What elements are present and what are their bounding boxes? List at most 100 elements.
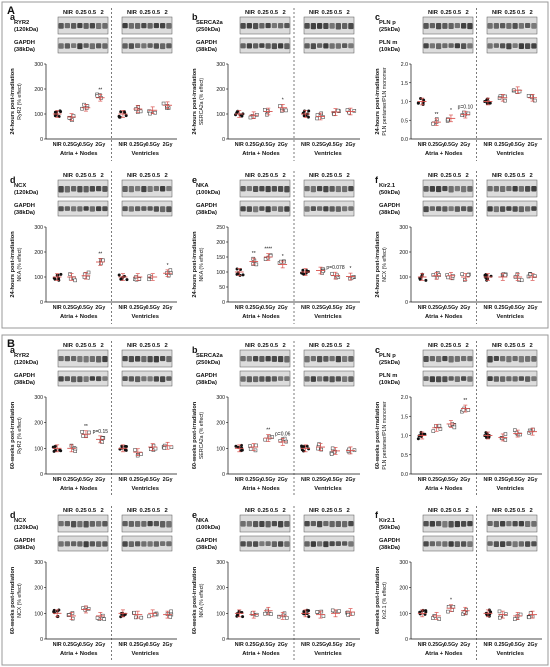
y-label-unit: PLN pentamer/PLN monomer [382,401,388,470]
blot-band [160,355,166,362]
data-point [321,115,325,119]
blot-band [278,520,284,528]
blot-band [253,541,259,547]
blot-band [487,206,493,212]
y-label-timepoint: 60-weeks post-irradiation [375,566,381,634]
x-tick-label: 0.25Gy [129,142,146,148]
x-tick-label: 2Gy [163,142,173,148]
x-tick-label: NIR [418,477,427,483]
y-label-unit: NKA (% effect) [199,247,205,281]
lane-header: 0.5 [517,10,526,16]
blot-band [467,206,473,212]
lane-header: 0.25 [76,173,88,179]
blot-band [135,520,141,527]
blot-band [454,43,460,49]
protein-label: RYR2 [14,20,29,26]
ref-label: GAPDH [14,40,35,46]
blot-band [323,541,329,548]
lane-header: 0.5 [152,10,161,16]
blot-band [467,22,473,30]
blot-band [448,376,454,381]
y-tick-label: 0 [40,300,43,306]
data-point-nir [124,448,128,452]
blot-band [436,22,442,30]
blot-band [89,355,95,363]
blot-band [487,43,493,49]
lane-header: NIR [245,508,256,514]
blot-band [141,206,147,211]
blot-strip [121,349,173,368]
data-point [452,425,457,430]
y-tick-label: 0.0 [401,472,408,478]
blot-band [153,376,159,382]
blot-strip [57,514,109,533]
data-point [81,434,85,438]
blot-strip [422,179,474,198]
data-point [463,278,467,282]
protein-label: SERCA2a [196,20,224,26]
x-tick-label: 0.5Gy [511,642,525,648]
x-tick-label: NIR [118,142,127,148]
blot-band [141,355,147,363]
lane-header: NIR [309,343,320,349]
data-point [446,275,450,280]
data-point [86,275,90,280]
data-point-nir [124,114,128,118]
ref-label: GAPDH [379,538,400,544]
blot-band [147,355,153,363]
blot-band [329,43,335,49]
data-point-nir [489,610,493,614]
blot-band [102,22,108,29]
x-tick-label: 0.5Gy [146,142,160,148]
blot-band [71,43,77,49]
blot-band [348,355,354,362]
blot-band [96,206,102,212]
blot-band [448,520,454,528]
y-tick-label: 200 [216,421,225,427]
blot-band [317,376,323,382]
blot-band [153,43,159,49]
blot-band [271,541,277,548]
blot-band [335,355,341,363]
x-tick-label: 0.25Gy [245,305,262,311]
blot-band [271,355,277,362]
y-tick-label: 150 [216,255,225,261]
blot-band [147,520,153,527]
data-point [434,424,438,428]
blot-band [246,376,252,383]
panel-A-b: b NIR 0.25 0.5 2 NIR 0.25 0.5 2SERCA2a(250kDa)GA… [192,8,360,161]
panel-A-e: e NIR 0.25 0.5 2 NIR 0.25 0.5 2NKA(100kDa)GAPDH(… [192,171,360,324]
blot-strip [422,200,474,217]
lane-header: 0.5 [517,173,526,179]
lane-header: 0.25 [76,508,88,514]
group-label-atria: Atria + Nodes [60,651,98,657]
blot-band [335,376,341,382]
blot-strip [486,200,538,217]
blot-band [58,185,64,193]
blot-band [102,43,108,49]
data-point [278,104,282,108]
blot-band [342,355,348,363]
x-tick-label: 0.5Gy [328,142,342,148]
group-label-ventricles: Ventricles [132,151,159,157]
blot-band [329,185,335,192]
blot-band [461,376,467,381]
blot-band [64,355,70,362]
panel-letter: c [375,12,380,22]
y-label-timepoint: 24-hours post-irradiation [10,68,16,135]
x-tick-label: 0.5Gy [328,642,342,648]
blot-band [265,185,271,193]
blot-band [141,22,147,29]
x-tick-label: NIR [301,305,310,311]
data-point [497,609,502,614]
blot-band [141,185,147,193]
blot-band [429,520,435,527]
protein-kda: (250kDa) [196,27,220,33]
blot-band [317,185,323,192]
blot-band [128,206,134,212]
lane-header: 0.5 [88,343,97,349]
x-tick-label: 0.25Gy [312,477,329,483]
blot-band [166,185,172,192]
protein-kda: (120kDa) [14,190,38,196]
y-tick-label: 1.5 [401,414,408,420]
